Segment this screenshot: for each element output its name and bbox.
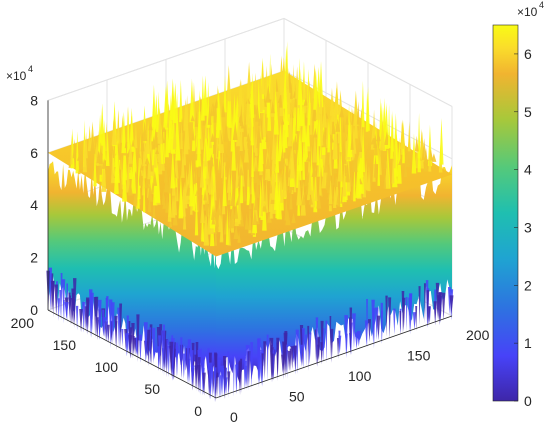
y-tick-label: 200 — [11, 315, 35, 331]
axis-lines — [47, 100, 453, 399]
x-tick-label: 0 — [230, 409, 238, 425]
surface-bottom-noise — [46, 267, 454, 403]
colorbar-tick-label: 5 — [524, 104, 532, 120]
x-tick-label: 150 — [407, 348, 431, 364]
surface — [46, 41, 454, 403]
surface-left-face — [48, 161, 216, 384]
colorbar: 0 1 2 3 4 5 6 ×10 4 — [492, 0, 544, 409]
z-tick-label: 0 — [30, 302, 38, 318]
svg-text:×10: ×10 — [517, 5, 538, 19]
y-tick-label: 100 — [95, 359, 119, 375]
z-tick-label: 2 — [30, 250, 38, 266]
z-exponent-label: ×10 4 — [6, 64, 33, 83]
colorbar-tick-label: 0 — [524, 393, 532, 409]
x-tick-label: 50 — [289, 389, 305, 405]
colorbar-exponent-label: ×10 4 — [517, 0, 544, 19]
z-axis-ticks: 0 2 4 6 8 — [30, 92, 38, 318]
colorbar-tick-label: 3 — [524, 219, 532, 235]
colorbar-tick-label: 2 — [524, 277, 532, 293]
z-tick-label: 6 — [30, 145, 38, 161]
svg-text:4: 4 — [28, 64, 33, 74]
surface-noise — [68, 41, 444, 247]
svg-text:×10: ×10 — [6, 69, 27, 83]
y-tick-label: 150 — [53, 337, 77, 353]
surface-right-face — [216, 165, 452, 384]
y-axis-ticks: 0 50 100 150 200 — [11, 315, 203, 419]
z-tick-label: 4 — [30, 197, 38, 213]
colorbar-ticks: 0 1 2 3 4 5 6 — [514, 46, 532, 409]
y-tick-label: 0 — [194, 403, 202, 419]
colorbar-tick-label: 6 — [524, 46, 532, 62]
y-tick-label: 50 — [144, 381, 160, 397]
colorbar-tick-label: 1 — [524, 335, 532, 351]
x-tick-label: 200 — [466, 327, 490, 343]
svg-text:4: 4 — [539, 0, 544, 10]
colorbar-tick-label: 4 — [524, 162, 532, 178]
x-tick-label: 100 — [348, 368, 372, 384]
colorbar-gradient — [492, 24, 519, 402]
z-tick-label: 8 — [30, 92, 38, 108]
x-axis-ticks: 0 50 100 150 200 — [230, 327, 490, 425]
